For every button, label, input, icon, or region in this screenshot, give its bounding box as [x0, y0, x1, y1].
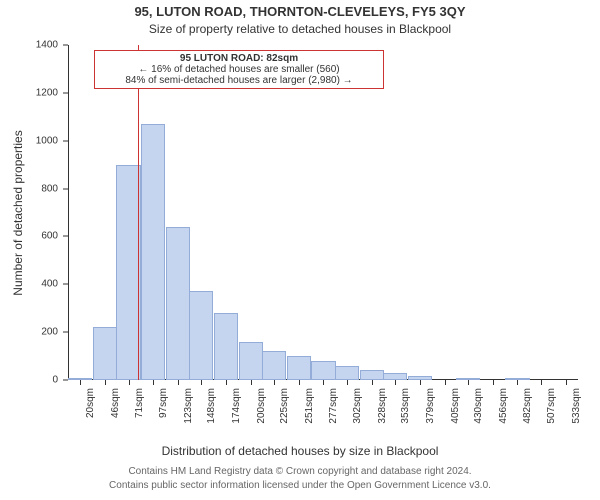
annotation-line-1: 95 LUTON ROAD: 82sqm [101, 53, 377, 64]
histogram-bar [360, 370, 384, 380]
x-tick-label: 277sqm [328, 388, 339, 424]
histogram-bar [262, 351, 286, 380]
x-tick-mark [541, 380, 542, 385]
x-tick-label: 328sqm [377, 388, 388, 424]
x-tick-label: 71sqm [134, 388, 145, 418]
x-tick-mark [445, 380, 446, 385]
x-tick-label: 353sqm [400, 388, 411, 424]
x-tick-mark [468, 380, 469, 385]
plot-area [68, 45, 578, 380]
y-tick-mark [63, 92, 68, 93]
histogram-bar [214, 313, 238, 380]
x-tick-mark [566, 380, 567, 385]
x-tick-mark [299, 380, 300, 385]
x-tick-label: 225sqm [279, 388, 290, 424]
y-tick-mark [63, 140, 68, 141]
x-tick-label: 533sqm [571, 388, 582, 424]
histogram-bar [311, 361, 335, 380]
x-tick-mark [80, 380, 81, 385]
y-axis-label: Number of detached properties [11, 130, 25, 295]
x-tick-label: 20sqm [85, 388, 96, 418]
x-tick-mark [226, 380, 227, 385]
x-tick-mark [178, 380, 179, 385]
histogram-bar [287, 356, 311, 380]
x-tick-label: 482sqm [522, 388, 533, 424]
x-tick-label: 379sqm [425, 388, 436, 424]
x-tick-mark [323, 380, 324, 385]
histogram-bar [141, 124, 165, 380]
y-tick-label: 600 [0, 231, 58, 242]
x-tick-label: 405sqm [450, 388, 461, 424]
y-tick-label: 1000 [0, 135, 58, 146]
x-tick-mark [517, 380, 518, 385]
histogram-bar [116, 165, 140, 380]
y-tick-label: 400 [0, 279, 58, 290]
x-tick-mark [153, 380, 154, 385]
y-axis [68, 45, 69, 380]
annotation-box: 95 LUTON ROAD: 82sqm ← 16% of detached h… [94, 50, 384, 89]
y-tick-label: 1400 [0, 40, 58, 51]
x-tick-label: 507sqm [546, 388, 557, 424]
y-tick-label: 1200 [0, 87, 58, 98]
x-tick-mark [251, 380, 252, 385]
chart-container: 95, LUTON ROAD, THORNTON-CLEVELEYS, FY5 … [0, 0, 600, 500]
annotation-line-2: ← 16% of detached houses are smaller (56… [101, 64, 377, 75]
x-tick-mark [420, 380, 421, 385]
histogram-bar [93, 327, 117, 380]
x-tick-mark [395, 380, 396, 385]
x-tick-label: 302sqm [352, 388, 363, 424]
histogram-bar [189, 291, 213, 380]
x-tick-label: 200sqm [256, 388, 267, 424]
x-tick-label: 123sqm [183, 388, 194, 424]
y-tick-mark [63, 188, 68, 189]
chart-subtitle: Size of property relative to detached ho… [0, 22, 600, 36]
x-tick-mark [201, 380, 202, 385]
page-title: 95, LUTON ROAD, THORNTON-CLEVELEYS, FY5 … [0, 4, 600, 19]
x-tick-mark [129, 380, 130, 385]
histogram-bar [239, 342, 263, 380]
x-axis-label: Distribution of detached houses by size … [0, 444, 600, 458]
x-tick-label: 148sqm [206, 388, 217, 424]
y-tick-mark [63, 380, 68, 381]
y-tick-mark [63, 45, 68, 46]
y-tick-mark [63, 236, 68, 237]
x-tick-mark [274, 380, 275, 385]
y-tick-label: 0 [0, 375, 58, 386]
footer-line-2: Contains public sector information licen… [0, 480, 600, 491]
x-tick-mark [493, 380, 494, 385]
y-tick-label: 200 [0, 327, 58, 338]
y-tick-mark [63, 332, 68, 333]
x-tick-label: 46sqm [110, 388, 121, 418]
x-tick-label: 430sqm [473, 388, 484, 424]
histogram-bar [166, 227, 190, 380]
histogram-bar [383, 373, 407, 380]
x-tick-label: 174sqm [231, 388, 242, 424]
y-tick-label: 800 [0, 183, 58, 194]
x-tick-label: 97sqm [158, 388, 169, 418]
marker-line [138, 45, 139, 380]
histogram-bar [335, 366, 359, 380]
annotation-line-3: 84% of semi-detached houses are larger (… [101, 75, 377, 86]
x-tick-label: 251sqm [304, 388, 315, 424]
x-tick-mark [372, 380, 373, 385]
x-tick-label: 456sqm [498, 388, 509, 424]
x-tick-mark [105, 380, 106, 385]
x-tick-mark [347, 380, 348, 385]
y-tick-mark [63, 284, 68, 285]
footer-line-1: Contains HM Land Registry data © Crown c… [0, 466, 600, 477]
